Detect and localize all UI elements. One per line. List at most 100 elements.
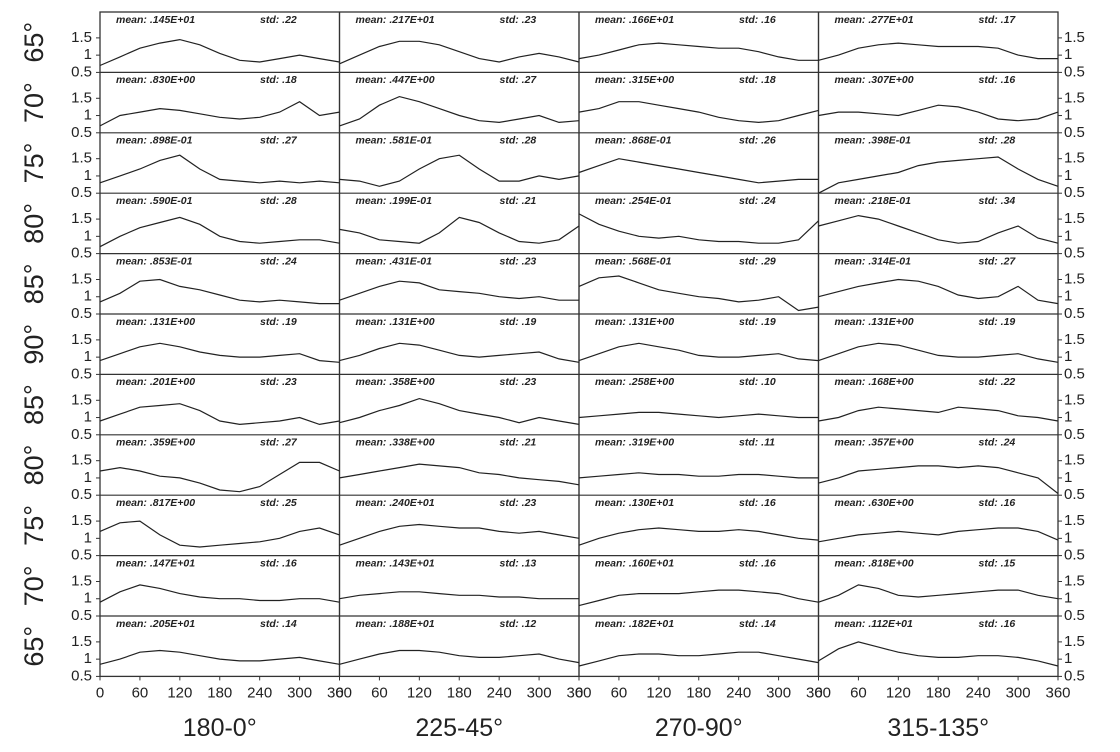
x-tick-label: 360 (806, 684, 831, 701)
y-tick-label: 1.5 (1064, 29, 1085, 46)
y-tick-label: 0.5 (71, 245, 92, 262)
data-line (818, 156, 1059, 194)
mean-label: mean: .217E+01 (356, 14, 435, 26)
row-label: 75° (19, 505, 49, 546)
x-tick-label: 300 (527, 684, 552, 701)
data-line (818, 527, 1059, 543)
y-tick-label: 1.5 (71, 210, 92, 227)
mean-label: mean: .131E+00 (595, 316, 674, 328)
y-tick-label: 1 (1064, 590, 1072, 607)
std-label: std: .22 (260, 14, 297, 26)
mean-label: mean: .131E+00 (835, 316, 914, 328)
y-tick-label: 0.5 (71, 365, 92, 382)
y-tick-label: 1.5 (71, 572, 92, 589)
y-tick-label: 0.5 (71, 426, 92, 443)
data-line (578, 527, 819, 546)
y-tick-label: 0.5 (71, 184, 92, 201)
std-label: std: .18 (739, 74, 776, 86)
data-line (99, 403, 340, 426)
y-tick-label: 1 (84, 650, 92, 667)
y-tick-label: 1.5 (71, 150, 92, 167)
std-label: std: .14 (260, 618, 297, 630)
std-label: std: .13 (500, 557, 537, 569)
row-label: 85° (19, 384, 49, 425)
std-label: std: .19 (500, 316, 537, 328)
data-line (99, 216, 340, 248)
x-tick-label: 180 (447, 684, 472, 701)
y-tick-label: 1 (1064, 469, 1072, 486)
data-line (99, 649, 340, 665)
mean-label: mean: .145E+01 (116, 14, 195, 26)
std-label: std: .27 (260, 135, 298, 147)
mean-label: mean: .188E+01 (356, 618, 435, 630)
data-line (578, 213, 819, 244)
mean-label: mean: .240E+01 (356, 497, 435, 509)
mean-label: mean: .314E-01 (835, 255, 912, 267)
std-label: std: .16 (739, 557, 776, 569)
x-tick-label: 240 (966, 684, 991, 701)
y-tick-label: 1 (1064, 529, 1072, 546)
mean-label: mean: .130E+01 (595, 497, 674, 509)
y-tick-label: 1.5 (1064, 633, 1085, 650)
column-label: 225-45° (415, 714, 503, 742)
mean-label: mean: .168E+00 (835, 376, 914, 388)
y-tick-label: 0.5 (1064, 607, 1085, 624)
std-label: std: .16 (739, 14, 776, 26)
mean-label: mean: .853E-01 (116, 255, 193, 267)
mean-label: mean: .319E+00 (595, 437, 674, 449)
std-label: std: .19 (979, 316, 1016, 328)
y-tick-label: 1.5 (1064, 150, 1085, 167)
y-tick-label: 1 (1064, 348, 1072, 365)
data-line (578, 651, 819, 667)
mean-label: mean: .258E+00 (595, 376, 674, 388)
y-tick-label: 1.5 (71, 391, 92, 408)
x-tick-label: 180 (686, 684, 711, 701)
data-line (578, 101, 819, 124)
row-label: 85° (19, 263, 49, 304)
std-label: std: .22 (979, 376, 1016, 388)
x-tick-label: 0 (575, 684, 583, 701)
y-tick-label: 1 (1064, 167, 1072, 184)
data-line (99, 101, 340, 127)
data-line (578, 589, 819, 607)
x-tick-label: 240 (726, 684, 751, 701)
x-tick-label: 240 (487, 684, 512, 701)
mean-label: mean: .818E+00 (835, 557, 914, 569)
data-line (339, 95, 580, 127)
y-tick-label: 1.5 (71, 29, 92, 46)
data-line (818, 584, 1059, 603)
y-tick-label: 0.5 (1064, 245, 1085, 262)
y-tick-label: 1.5 (1064, 512, 1085, 529)
data-line (339, 40, 580, 65)
data-line (339, 591, 579, 600)
data-line (578, 472, 819, 479)
y-tick-label: 0.5 (71, 486, 92, 503)
mean-label: mean: .205E+01 (116, 618, 195, 630)
std-label: std: .24 (979, 437, 1016, 449)
std-label: std: .26 (739, 135, 776, 147)
mean-label: mean: .359E+00 (116, 437, 195, 449)
std-label: std: .27 (979, 255, 1017, 267)
x-tick-label: 60 (611, 684, 628, 701)
std-label: std: .16 (979, 497, 1016, 509)
x-tick-label: 120 (886, 684, 911, 701)
y-tick-label: 1.5 (71, 89, 92, 106)
y-tick-label: 0.5 (1064, 365, 1085, 382)
std-label: std: .18 (260, 74, 297, 86)
data-line (818, 342, 1059, 363)
x-tick-label: 360 (327, 684, 352, 701)
y-tick-label: 1.5 (71, 633, 92, 650)
data-line (818, 214, 1059, 244)
y-tick-label: 0.5 (71, 607, 92, 624)
std-label: std: .11 (739, 437, 775, 449)
data-line (578, 158, 819, 184)
mean-label: mean: .315E+00 (595, 74, 674, 86)
x-tick-label: 300 (1006, 684, 1031, 701)
y-tick-label: 0.5 (1064, 426, 1085, 443)
mean-label: mean: .630E+00 (835, 497, 914, 509)
row-label: 80° (19, 445, 49, 486)
mean-label: mean: .182E+01 (595, 618, 674, 630)
y-tick-label: 1.5 (1064, 270, 1085, 287)
y-tick-label: 0.5 (1064, 184, 1085, 201)
